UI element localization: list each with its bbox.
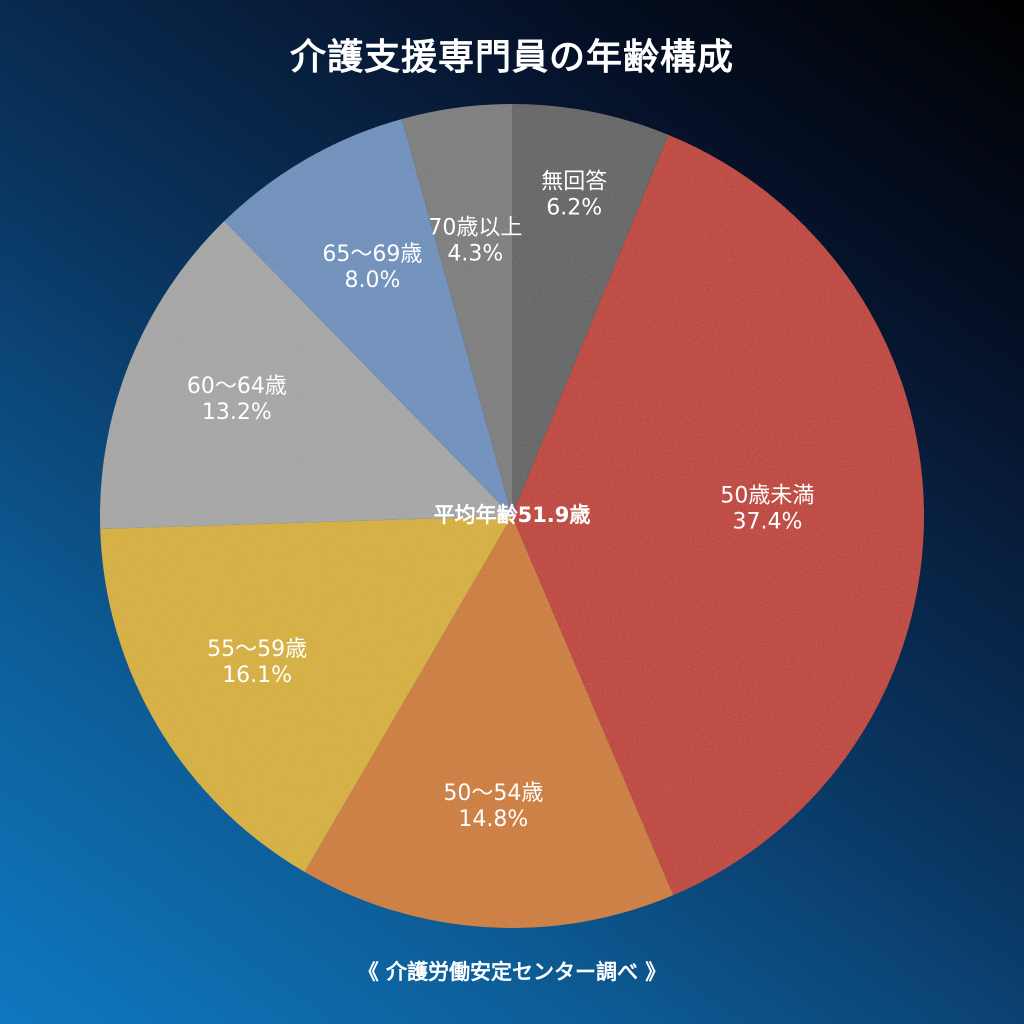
slice-category-label: 70歳以上 (428, 216, 522, 241)
slice-category-label: 50〜54歳 (443, 781, 543, 806)
slice-value-label: 6.2% (546, 196, 602, 221)
pie-slices (100, 104, 924, 928)
slice-category-label: 65〜69歳 (322, 242, 422, 267)
pie-slice-4 (100, 516, 512, 872)
slice-label-1: 無回答 6.2% (541, 170, 607, 221)
pie-slice-2 (512, 134, 924, 896)
slice-value-label: 14.8% (458, 807, 528, 832)
pie-slice-3 (304, 516, 674, 928)
slice-label-7: 70歳以上 4.3% (428, 216, 522, 267)
pie-slice-7 (402, 104, 512, 516)
slice-label-5: 60〜64歳 13.2% (187, 374, 287, 425)
pie-slice-1 (512, 104, 669, 516)
slice-label-6: 65〜69歳 8.0% (322, 242, 422, 293)
slice-label-2: 50歳未満 37.4% (720, 483, 814, 534)
slice-category-label: 60〜64歳 (187, 374, 287, 399)
slice-value-label: 8.0% (344, 268, 400, 293)
slice-category-label: 50歳未満 (720, 483, 814, 508)
slice-value-label: 4.3% (447, 242, 503, 267)
source-note: 《 介護労働安定センター調べ 》 (357, 960, 667, 984)
slice-label-3: 50〜54歳 14.8% (443, 781, 543, 832)
pie-labels: 無回答 6.2% 50歳未満 37.4% 50〜54歳 14.8% 55〜59歳 16.1% 6… (187, 170, 815, 832)
slice-value-label: 16.1% (222, 663, 292, 688)
slice-category-label: 無回答 (541, 170, 607, 195)
chart-title: 介護支援専門員の年齢構成 (289, 37, 734, 78)
slice-category-label: 55〜59歳 (207, 637, 307, 662)
slice-value-label: 37.4% (732, 509, 802, 534)
slice-value-label: 13.2% (202, 400, 272, 425)
center-label: 平均年齢51.9歳 (434, 503, 591, 527)
pie-slice-6 (224, 118, 513, 516)
pie-slice-5 (100, 221, 513, 529)
slice-label-4: 55〜59歳 16.1% (207, 637, 307, 688)
